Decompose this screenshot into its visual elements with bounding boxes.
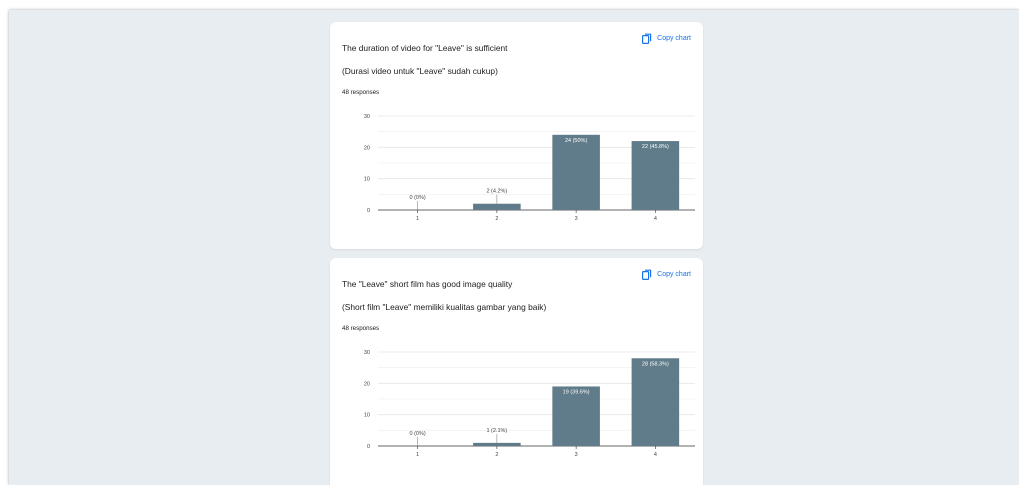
y-tick-label: 20 xyxy=(364,145,370,151)
bar xyxy=(631,141,680,210)
question-title: The duration of video for "Leave" is suf… xyxy=(342,43,508,53)
response-count: 48 responses xyxy=(342,89,380,96)
data-label: 19 (39.6%) xyxy=(563,389,590,395)
x-tick-label: 3 xyxy=(575,452,578,458)
data-label: 0 (0%) xyxy=(410,195,426,201)
y-tick-label: 10 xyxy=(364,177,370,183)
x-tick-label: 4 xyxy=(654,452,657,458)
y-tick-label: 0 xyxy=(367,208,370,214)
bar xyxy=(473,442,521,446)
y-tick-label: 0 xyxy=(367,444,370,450)
copy-chart-button[interactable]: Copy chart xyxy=(642,269,691,280)
chart-card-duration: Copy chart The duration of video for "Le… xyxy=(330,22,703,249)
copy-chart-label: Copy chart xyxy=(657,35,691,42)
bar-chart: 0 10 20 30 1 0 (0%) 2 1 (2.1%) 3 19 (39.6%) 4 28 (5… xyxy=(364,350,695,458)
y-tick-label: 30 xyxy=(364,114,370,120)
bar xyxy=(552,386,600,446)
y-tick-label: 10 xyxy=(364,413,370,419)
copy-chart-label: Copy chart xyxy=(657,271,691,278)
x-tick-label: 3 xyxy=(575,216,578,222)
copy-icon xyxy=(642,33,652,44)
data-label: 1 (2.1%) xyxy=(486,428,507,434)
response-count: 48 responses xyxy=(342,325,380,332)
copy-icon xyxy=(642,269,652,280)
data-label: 28 (58.3%) xyxy=(642,361,669,367)
question-subtitle: (Durasi video untuk "Leave" sudah cukup) xyxy=(342,66,498,76)
question-title: The "Leave" short film has good image qu… xyxy=(342,279,513,289)
data-label: 24 (50%) xyxy=(565,138,587,144)
bar xyxy=(631,358,680,446)
x-tick-label: 1 xyxy=(416,216,419,222)
y-tick-label: 30 xyxy=(364,350,370,356)
bar xyxy=(552,134,600,210)
x-tick-label: 2 xyxy=(495,452,498,458)
page-frame: Copy chart The duration of video for "Le… xyxy=(9,10,1019,485)
chart-card-image-quality: Copy chart The "Leave" short film has go… xyxy=(330,258,703,485)
x-tick-label: 1 xyxy=(416,452,419,458)
bar xyxy=(473,203,521,210)
copy-chart-button[interactable]: Copy chart xyxy=(642,33,691,44)
data-label: 2 (4.2%) xyxy=(486,189,507,195)
x-tick-label: 4 xyxy=(654,216,657,222)
bar-chart: 0 10 20 30 1 0 (0%) 2 2 (4.2%) 3 24 (50%) 4 22 (45.… xyxy=(364,114,695,222)
y-tick-label: 20 xyxy=(364,381,370,387)
question-subtitle: (Short film "Leave" memiliki kualitas ga… xyxy=(342,302,547,312)
data-label: 22 (45.8%) xyxy=(642,144,669,150)
data-label: 0 (0%) xyxy=(410,431,426,437)
x-tick-label: 2 xyxy=(495,216,498,222)
